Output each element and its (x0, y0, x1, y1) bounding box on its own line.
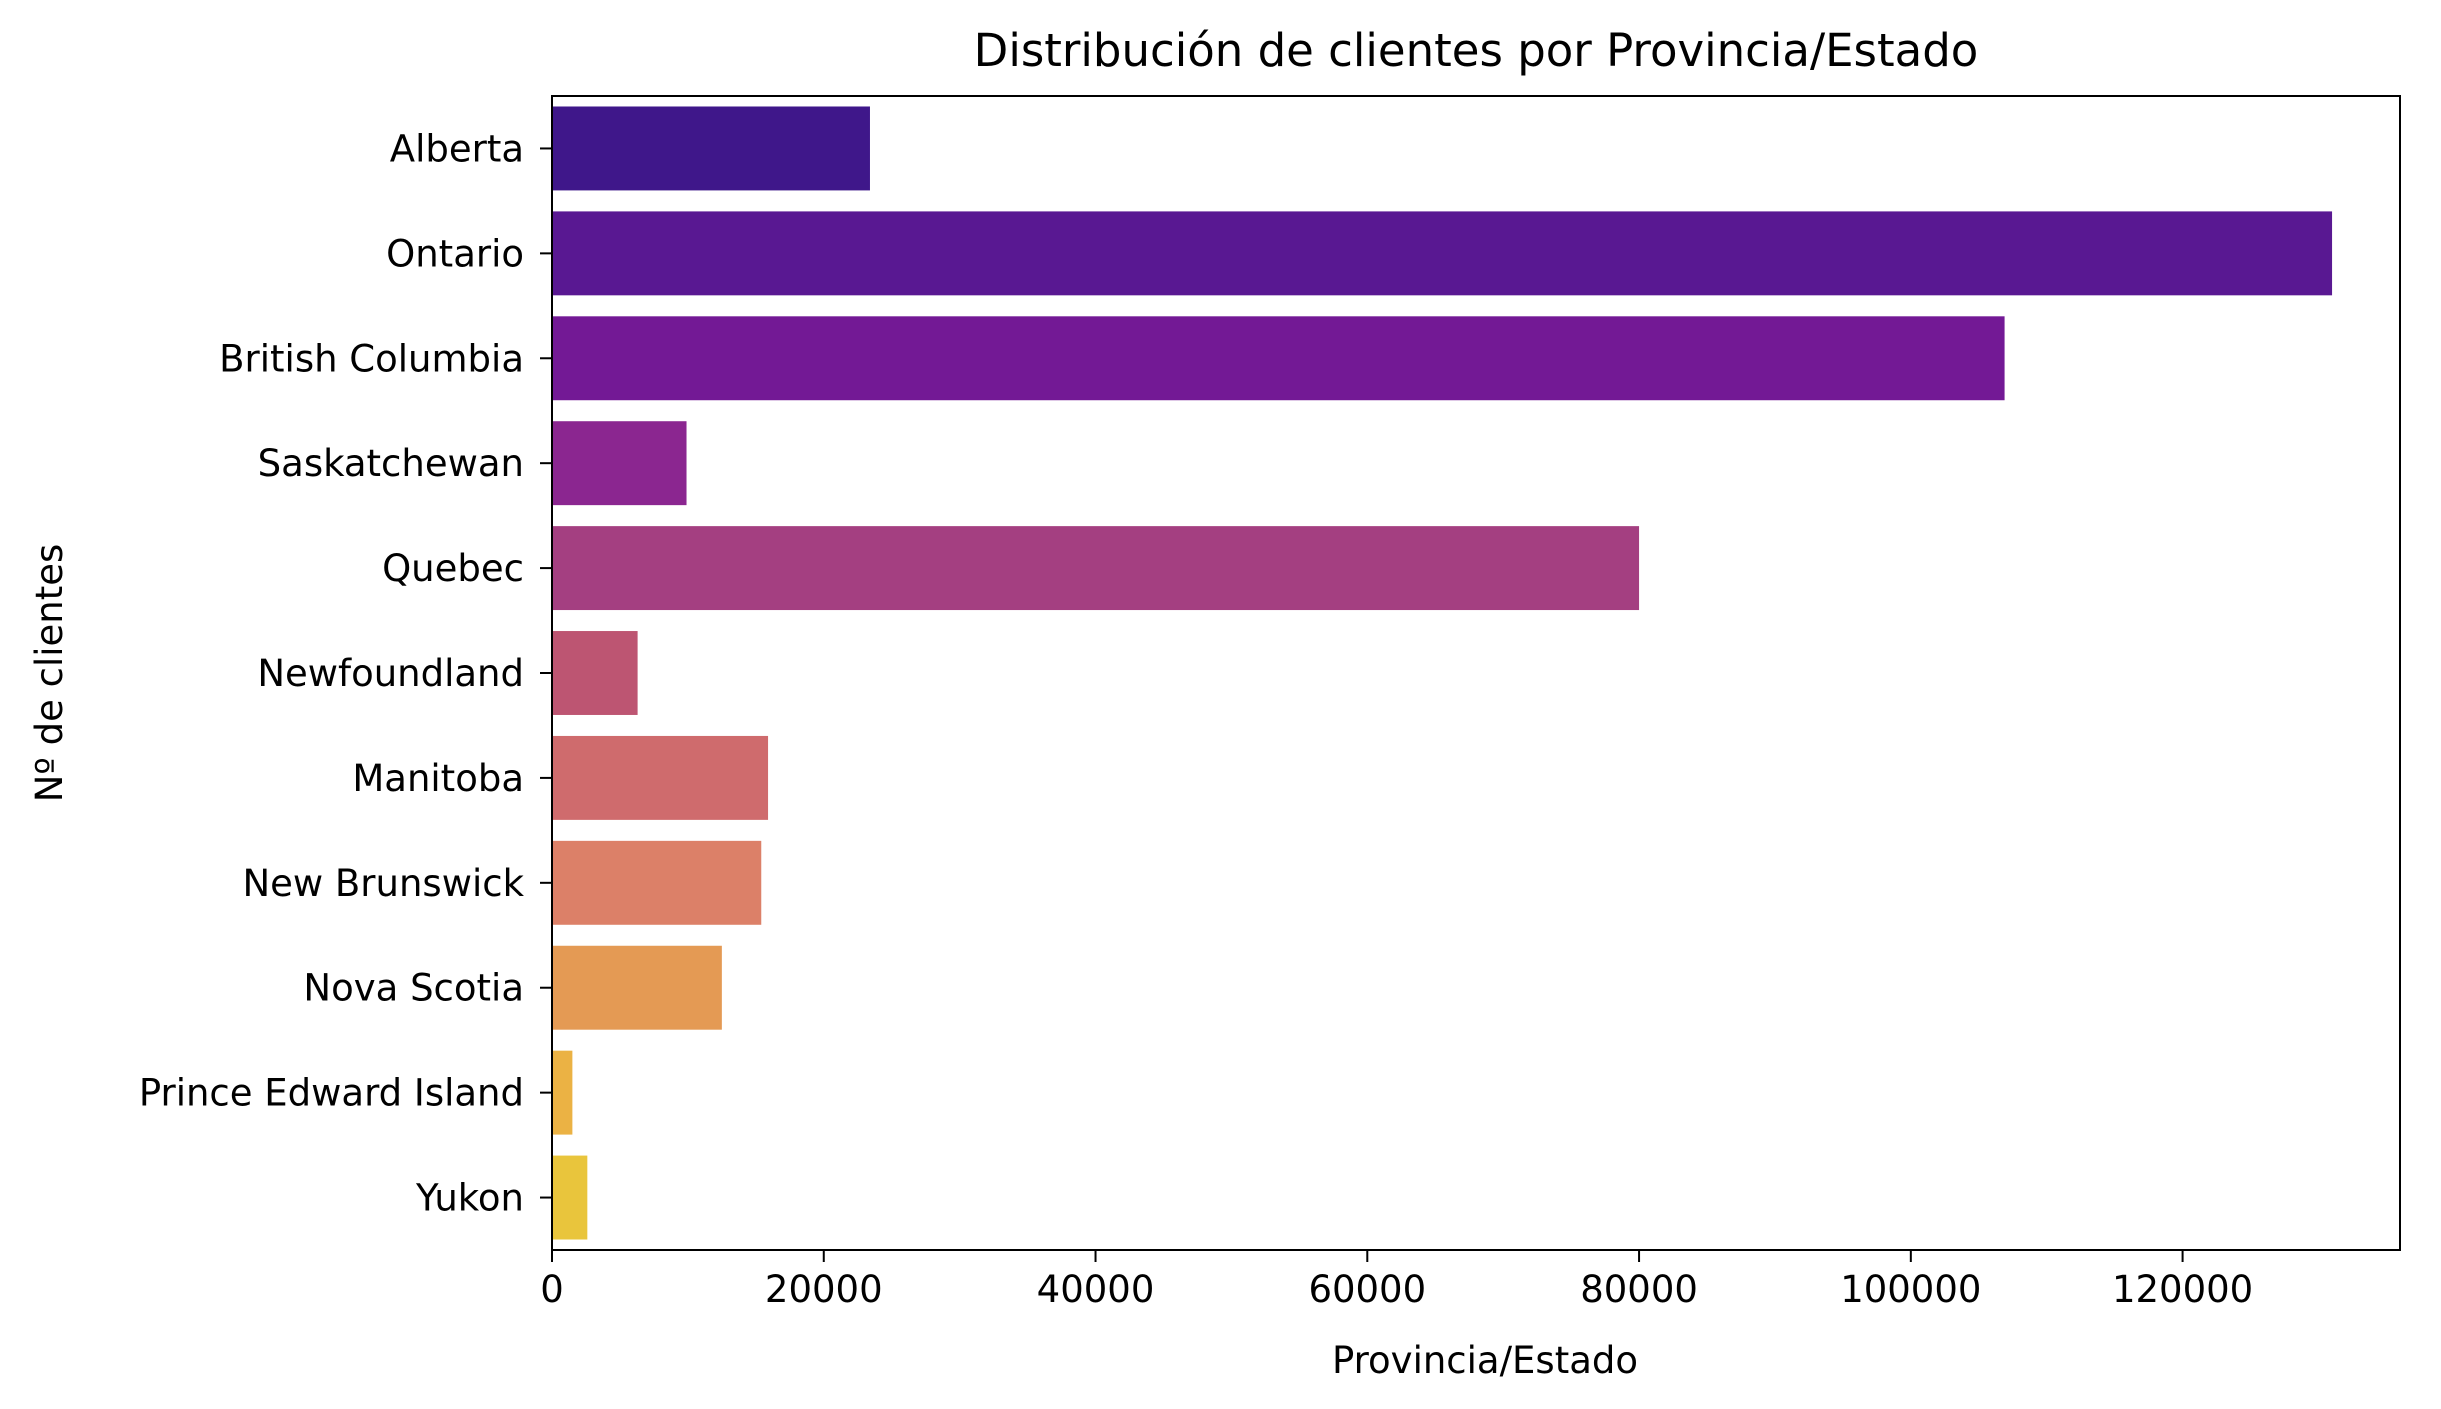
plot-frame (551, 95, 2401, 1251)
bar-british-columbia (552, 316, 2005, 401)
x-tick-label: 40000 (1037, 1268, 1155, 1311)
y-tick-label: Ontario (386, 232, 524, 275)
y-tick-label: Alberta (390, 127, 524, 170)
y-tick-label: Nova Scotia (303, 967, 524, 1010)
x-axis: 0 20000 40000 60000 80000 100000 120000 (540, 1250, 2253, 1311)
bar-new-brunswick (552, 840, 762, 925)
y-tick-label: Saskatchewan (258, 442, 524, 485)
y-tick-label: Newfoundland (257, 652, 524, 695)
x-tick-label: 60000 (1308, 1268, 1426, 1311)
y-tick-label: British Columbia (219, 337, 524, 380)
bar-ontario (552, 211, 2333, 296)
bar-alberta (552, 106, 870, 191)
x-tick-label: 120000 (2112, 1268, 2253, 1311)
bar-newfoundland (552, 631, 638, 715)
x-axis-label: Provincia/Estado (1332, 1339, 1638, 1382)
bar-nova-scotia (552, 945, 722, 1030)
y-tick-label: New Brunswick (242, 862, 524, 905)
y-tick-label: Quebec (382, 547, 524, 590)
x-tick-label: 0 (540, 1268, 564, 1311)
chart-title: Distribución de clientes por Provincia/E… (974, 24, 1979, 77)
y-tick-label: Yukon (415, 1177, 524, 1220)
x-tick-label: 100000 (1840, 1268, 1981, 1311)
bar-yukon (552, 1155, 588, 1240)
bar-prince-edward-island (552, 1050, 573, 1135)
y-axis-label: Nº de clientes (28, 544, 71, 803)
x-tick-label: 20000 (765, 1268, 883, 1311)
bars-group (552, 106, 2333, 1240)
bar-manitoba (552, 735, 769, 820)
bar-saskatchewan (552, 421, 687, 506)
y-tick-label: Prince Edward Island (139, 1072, 524, 1115)
y-tick-label: Manitoba (352, 757, 524, 800)
bar-quebec (552, 526, 1640, 611)
y-axis: Alberta Ontario British Columbia Saskatchew… (139, 127, 552, 1220)
x-tick-label: 80000 (1580, 1268, 1698, 1311)
